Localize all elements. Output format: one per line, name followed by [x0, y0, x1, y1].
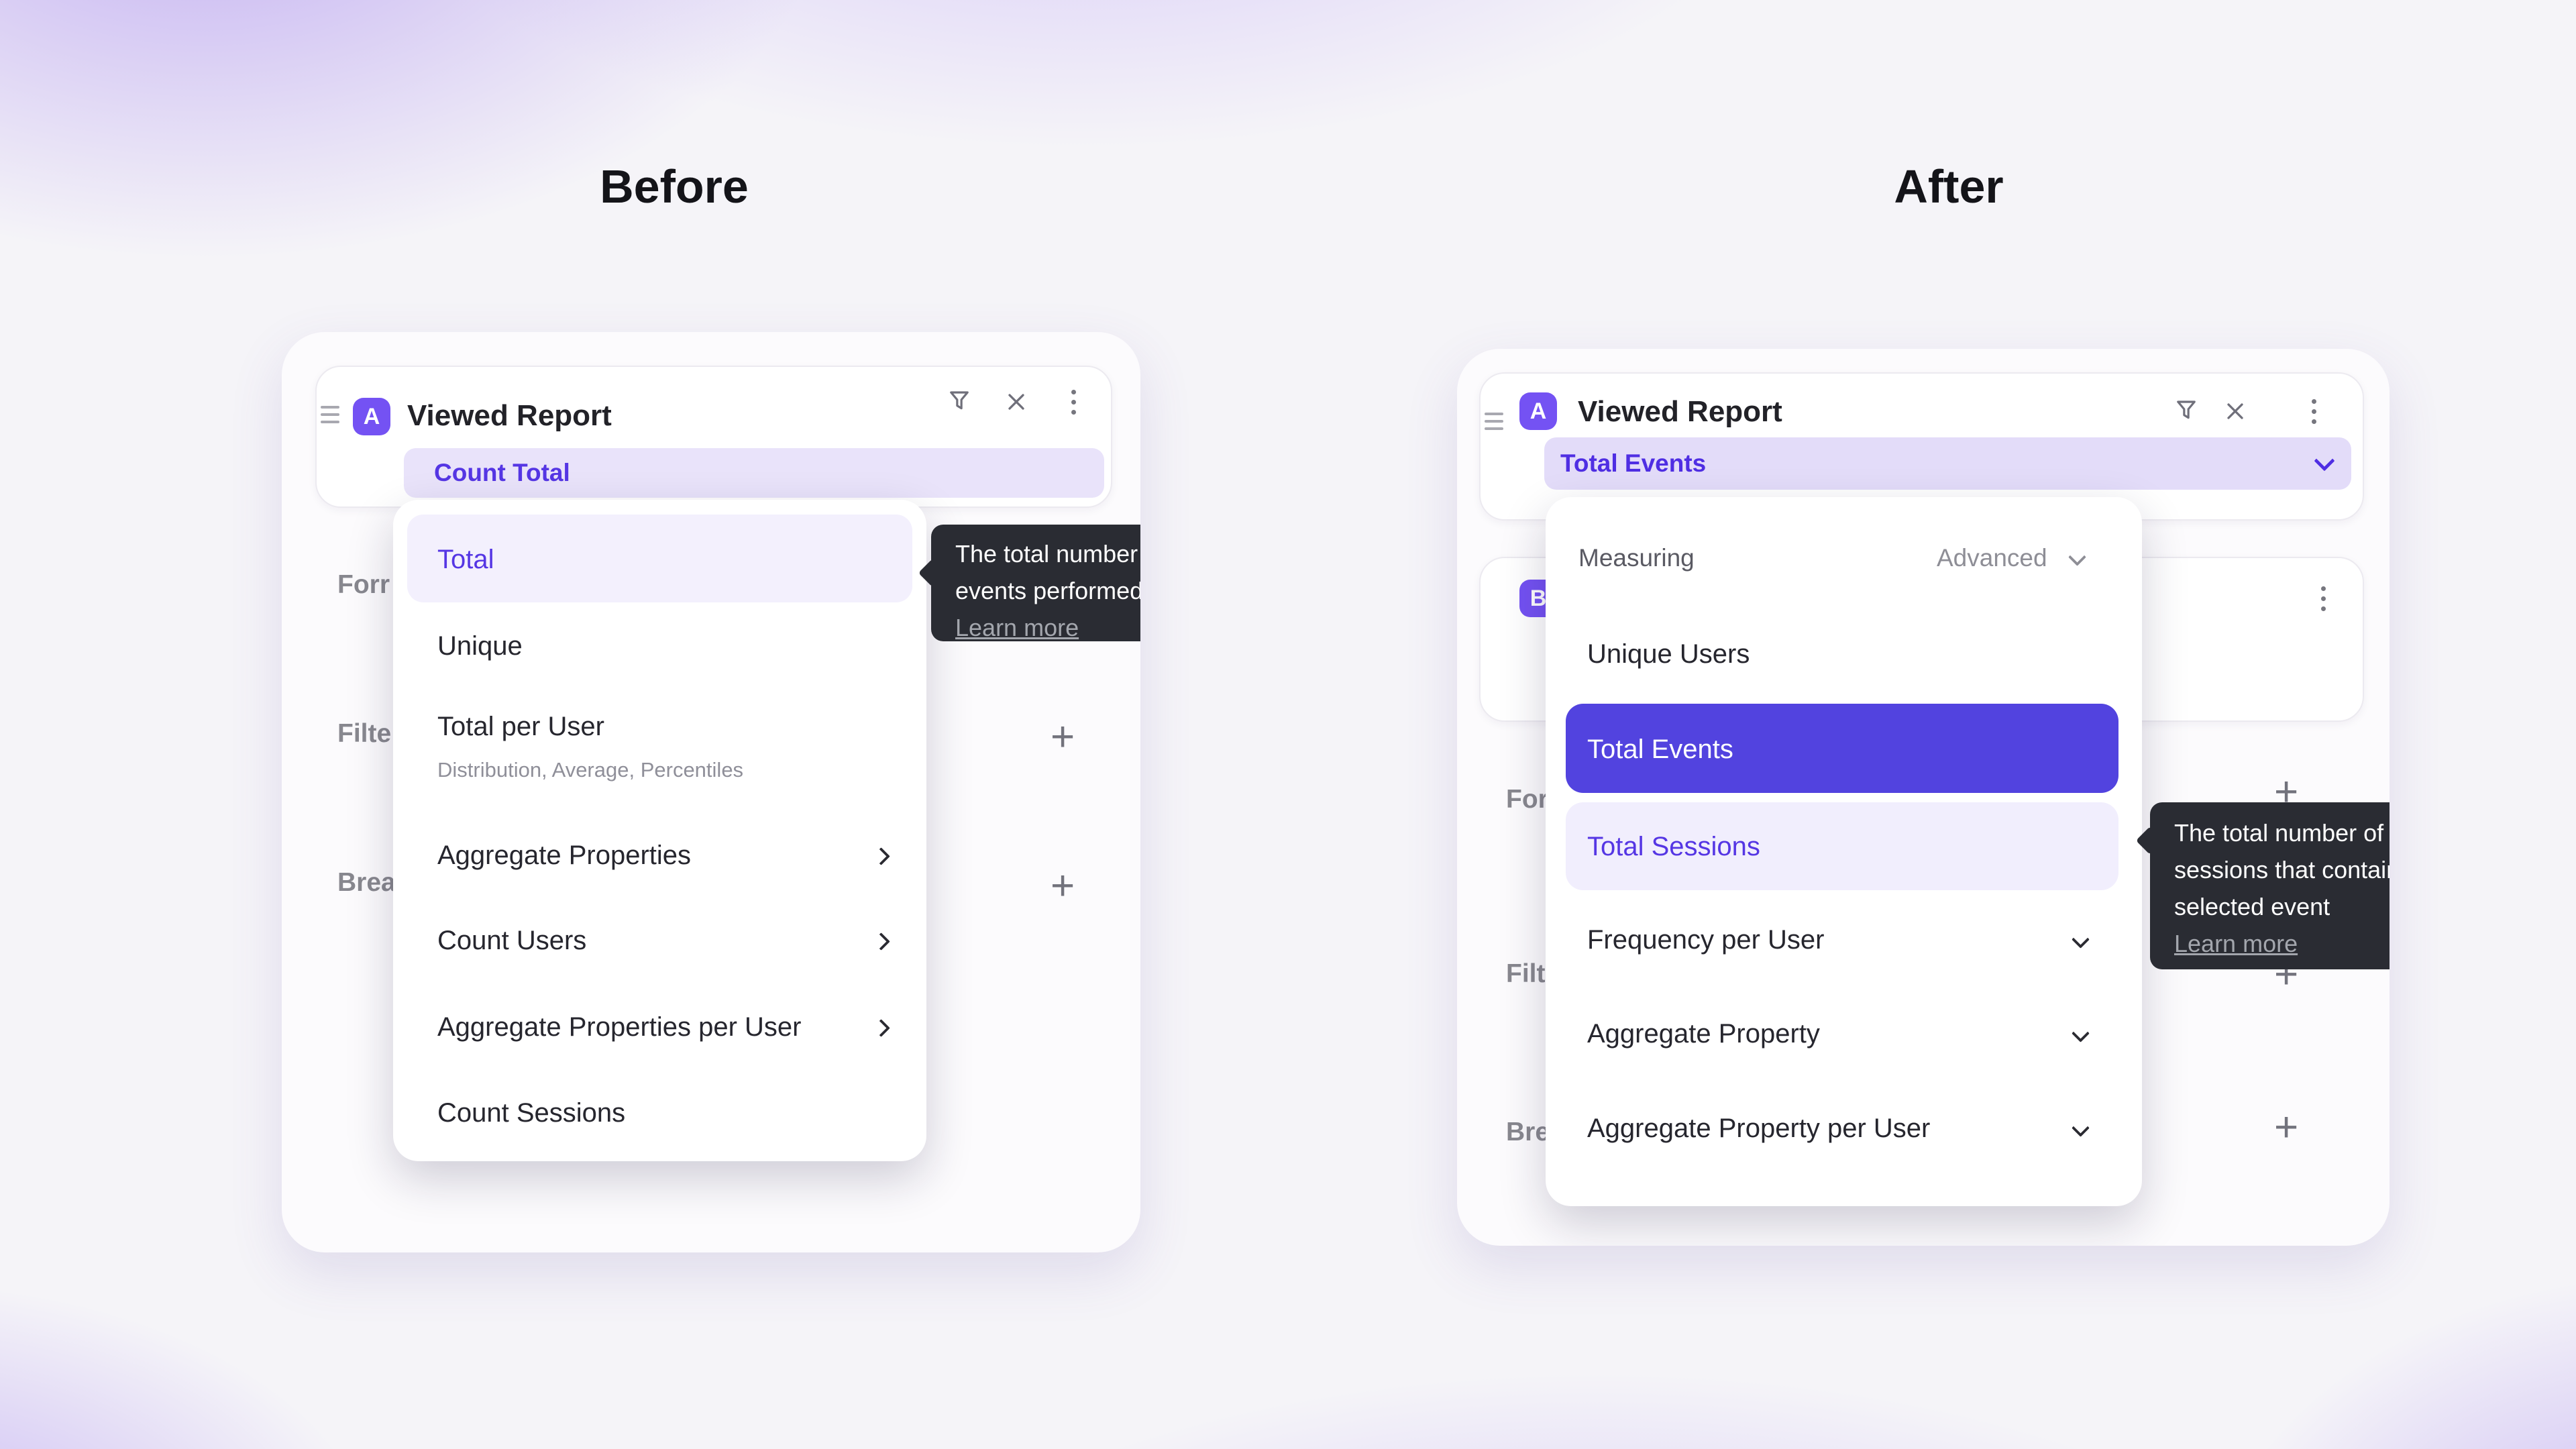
metric-select[interactable]: Count Total: [404, 448, 1104, 498]
tooltip-line: The total number of: [955, 540, 1140, 568]
tooltip-line: selected event: [2174, 893, 2330, 920]
chevron-down-icon: [2314, 450, 2335, 472]
menu-item-total-per-user[interactable]: Total per User: [437, 712, 604, 741]
chevron-right-icon: [872, 932, 890, 951]
metric-select-value: Total Events: [1560, 449, 1707, 477]
chevron-down-icon: [2072, 930, 2090, 949]
total-tooltip: The total number of events performed by …: [931, 525, 1140, 641]
chevron-down-icon: [2068, 548, 2086, 566]
measure-menu: Total Unique Total per User Distribution…: [393, 500, 926, 1161]
menu-item-total-events-selected[interactable]: Total Events: [1566, 704, 2118, 793]
before-row-filter-label: Filte: [337, 719, 392, 748]
learn-more-link[interactable]: Learn more: [955, 614, 1079, 641]
menu-item-total[interactable]: Total: [407, 515, 912, 602]
add-filter-button[interactable]: +: [1051, 714, 1075, 760]
event-title: Viewed Report: [407, 399, 612, 432]
menu-item-aggregate-properties-per-user[interactable]: Aggregate Properties per User: [437, 1012, 802, 1042]
learn-more-link[interactable]: Learn more: [2174, 930, 2298, 957]
menu-item-aggregate-property[interactable]: Aggregate Property: [1587, 1019, 1820, 1049]
menu-item-aggregate-property-per-user[interactable]: Aggregate Property per User: [1587, 1114, 1931, 1143]
filter-icon[interactable]: [941, 383, 978, 421]
kebab-menu-icon[interactable]: [1055, 383, 1092, 421]
after-section-title: After: [1894, 160, 2004, 213]
advanced-toggle[interactable]: Advanced: [1937, 544, 2047, 572]
menu-item-total-sessions[interactable]: Total Sessions: [1566, 802, 2118, 890]
close-icon[interactable]: [2216, 392, 2254, 430]
drag-handle-icon[interactable]: [1485, 413, 1503, 430]
menu-item-count-sessions[interactable]: Count Sessions: [437, 1098, 626, 1128]
measuring-menu: Measuring Advanced Unique Users Total Ev…: [1546, 497, 2142, 1206]
menu-item-unique-users[interactable]: Unique Users: [1587, 639, 1750, 669]
before-row-formula-label: Forr: [337, 570, 390, 599]
before-section-title: Before: [600, 160, 749, 213]
event-title: Viewed Report: [1578, 395, 1782, 428]
menu-item-aggregate-properties[interactable]: Aggregate Properties: [437, 841, 692, 870]
before-event-card: A Viewed Report Count Total: [315, 366, 1112, 508]
before-row-breakdown-label: Brea: [337, 868, 396, 897]
chevron-down-icon: [2072, 1024, 2090, 1042]
close-icon[interactable]: [998, 383, 1035, 421]
before-panel: Forr Filte Brea + + + A Viewed Report Co…: [282, 332, 1140, 1252]
after-event-card: A Viewed Report Total Events: [1479, 372, 2364, 521]
menu-item-unique[interactable]: Unique: [437, 631, 523, 661]
metric-select[interactable]: Total Events: [1544, 437, 2351, 490]
chevron-right-icon: [872, 1019, 890, 1037]
tooltip-line: events performed by: [955, 577, 1140, 604]
event-badge-a: A: [1519, 392, 1557, 430]
add-breakdown-button[interactable]: +: [1051, 863, 1075, 909]
menu-item-count-users[interactable]: Count Users: [437, 926, 587, 955]
metric-select-value: Count Total: [434, 459, 570, 486]
event-badge-a: A: [353, 398, 390, 435]
after-panel: Forr Filte Brea + + + B A Viewed Report: [1457, 349, 2390, 1246]
measuring-label: Measuring: [1578, 544, 1695, 572]
menu-item-total-per-user-description: Distribution, Average, Percentiles: [437, 758, 744, 782]
add-breakdown-button[interactable]: +: [2274, 1104, 2299, 1150]
menu-item-frequency-per-user[interactable]: Frequency per User: [1587, 925, 1825, 955]
filter-icon[interactable]: [2167, 392, 2205, 430]
tooltip-line: sessions that contain: [2174, 856, 2390, 883]
chevron-right-icon: [872, 847, 890, 865]
drag-handle-icon[interactable]: [321, 406, 339, 423]
tooltip-line: The total number of: [2174, 819, 2384, 847]
kebab-menu-icon[interactable]: [2304, 580, 2342, 617]
kebab-menu-icon[interactable]: [2295, 392, 2332, 430]
total-sessions-tooltip: The total number of sessions that contai…: [2150, 802, 2390, 969]
chevron-down-icon: [2072, 1119, 2090, 1137]
